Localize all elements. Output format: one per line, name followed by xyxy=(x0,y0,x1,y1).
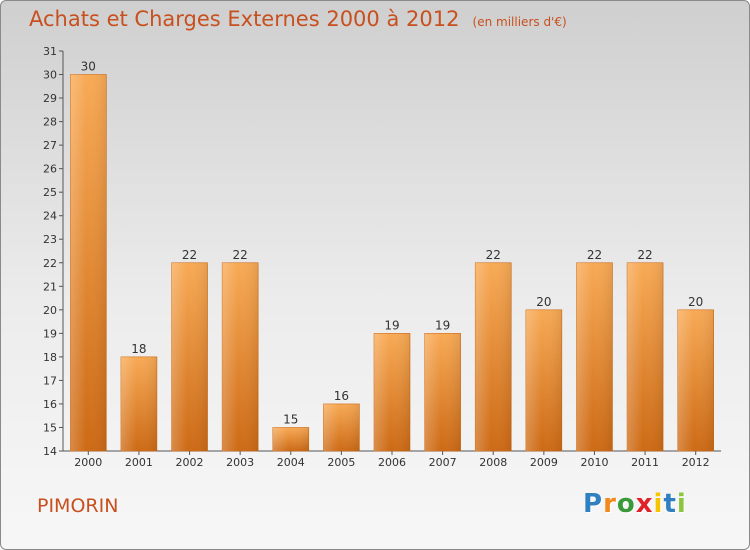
x-tick-label: 2005 xyxy=(327,456,355,469)
data-label: 22 xyxy=(637,248,652,262)
y-tick-label: 29 xyxy=(43,92,57,105)
bar-shine xyxy=(222,262,259,451)
bar-shine xyxy=(627,262,664,451)
y-tick-label: 16 xyxy=(43,398,57,411)
data-label: 16 xyxy=(334,389,349,403)
bar-shine xyxy=(120,356,157,451)
y-tick-label: 20 xyxy=(43,304,57,317)
logo-letter: i xyxy=(653,489,664,519)
y-tick-label: 24 xyxy=(43,210,57,223)
bar-shine xyxy=(576,262,613,451)
bar-shine xyxy=(70,74,107,451)
logo-letter: x xyxy=(635,489,654,519)
x-tick-label: 2004 xyxy=(277,456,305,469)
bar-shine xyxy=(323,403,360,451)
logo-letter: P xyxy=(583,489,604,519)
x-tick-label: 2009 xyxy=(530,456,558,469)
commune-name: PIMORIN xyxy=(37,495,119,517)
x-tick-label: 2012 xyxy=(682,456,710,469)
data-label: 30 xyxy=(81,60,96,74)
y-tick-label: 30 xyxy=(43,69,57,82)
logo-letter: i xyxy=(676,489,687,519)
logo-letter: r xyxy=(603,489,617,519)
chart-axes: 14 15 16 17 18 19 20 21 22 23 24 25 26 27 28 29 30 31 2000… xyxy=(43,45,721,469)
y-tick-label: 26 xyxy=(43,163,57,176)
bar-shine xyxy=(677,309,714,451)
x-tick-label: 2008 xyxy=(479,456,507,469)
data-label: 22 xyxy=(233,248,248,262)
x-tick-label: 2003 xyxy=(226,456,254,469)
x-tick-label: 2001 xyxy=(125,456,153,469)
bar-shine xyxy=(424,333,461,451)
data-label: 15 xyxy=(283,412,298,426)
x-tick-label: 2007 xyxy=(429,456,457,469)
data-label: 22 xyxy=(182,248,197,262)
x-tick-label: 2011 xyxy=(631,456,659,469)
bar-shine xyxy=(171,262,208,451)
x-tick-label: 2000 xyxy=(74,456,102,469)
chart-data-labels: 30 18 22 22 15 16 19 19 22 20 22 22 20 xyxy=(81,60,704,427)
y-tick-label: 27 xyxy=(43,139,57,152)
logo-letter: t xyxy=(663,489,677,519)
y-tick-label: 14 xyxy=(43,445,57,458)
data-label: 20 xyxy=(688,295,703,309)
x-tick-label: 2006 xyxy=(378,456,406,469)
data-label: 18 xyxy=(131,342,146,356)
bar-shine xyxy=(475,262,512,451)
chart-title-block: Achats et Charges Externes 2000 à 2012 (… xyxy=(29,7,567,31)
bar-shine xyxy=(272,427,309,451)
y-tick-label: 22 xyxy=(43,257,57,270)
bar-shine xyxy=(374,333,410,451)
data-label: 19 xyxy=(435,318,450,332)
y-tick-label: 21 xyxy=(43,280,57,293)
data-label: 22 xyxy=(587,248,602,262)
x-tick-label: 2002 xyxy=(176,456,204,469)
bar-shine xyxy=(525,309,562,451)
y-tick-label: 19 xyxy=(43,327,57,340)
x-tick-label: 2010 xyxy=(580,456,608,469)
chart-bars xyxy=(70,74,714,452)
y-tick-label: 28 xyxy=(43,116,57,129)
chart-unit-note: (en milliers d'€) xyxy=(472,15,567,29)
chart-title: Achats et Charges Externes 2000 à 2012 xyxy=(29,7,460,31)
data-label: 20 xyxy=(536,295,551,309)
logo-letter: o xyxy=(616,489,636,519)
y-tick-label: 15 xyxy=(43,421,57,434)
data-label: 22 xyxy=(486,248,501,262)
y-tick-label: 25 xyxy=(43,186,57,199)
data-label: 19 xyxy=(384,318,399,332)
y-tick-label: 23 xyxy=(43,233,57,246)
y-tick-label: 17 xyxy=(43,374,57,387)
y-tick-label: 18 xyxy=(43,351,57,364)
proxiti-logo: Proxiti xyxy=(583,489,687,519)
y-tick-label: 31 xyxy=(43,45,57,58)
